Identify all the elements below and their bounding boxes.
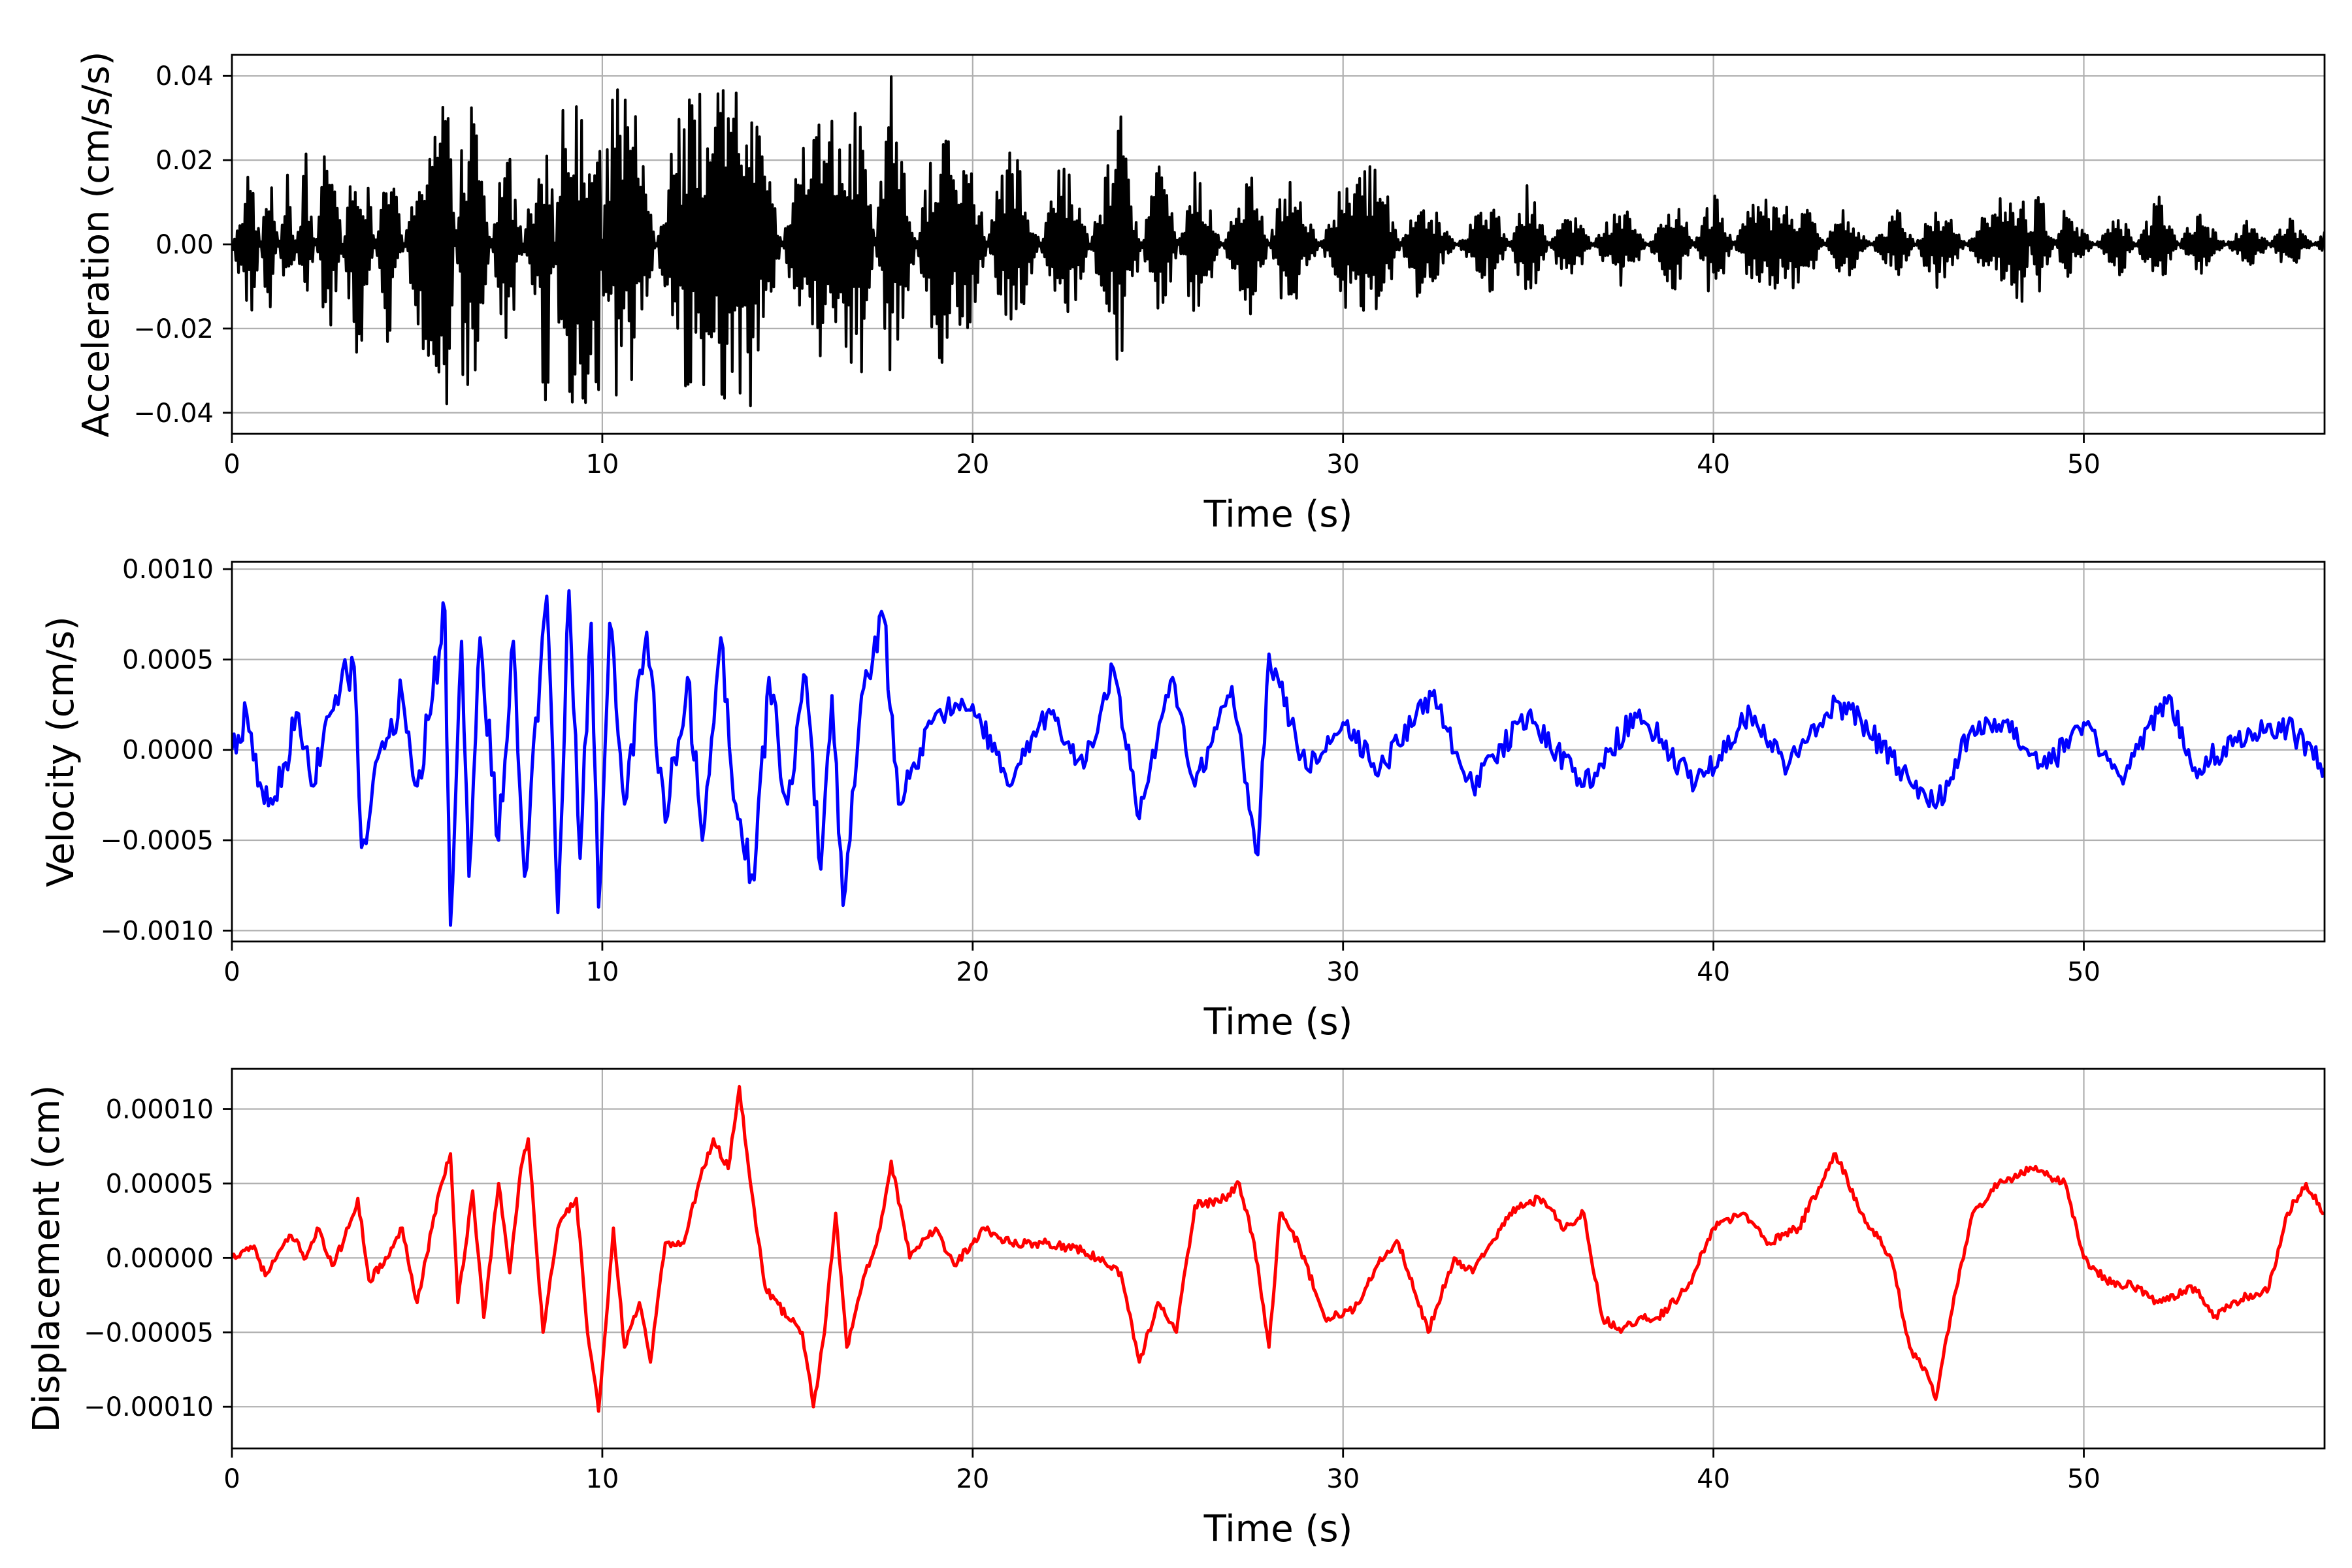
- y-tick-label: −0.04: [133, 399, 214, 429]
- velocity-panel: 0 10 20 30 40 50 −0.0010 −0.0005 0.0000 0.0005 0.0…: [40, 555, 2326, 1043]
- x-tick-label: 20: [956, 1464, 989, 1494]
- y-tick-label: −0.02: [133, 314, 214, 344]
- plot-frame: [231, 1068, 2326, 1450]
- y-tick-label: 0.00010: [106, 1095, 214, 1125]
- x-tick-label: 20: [956, 449, 989, 480]
- x-tick-label: 50: [2067, 1464, 2100, 1494]
- y-tick-label: 0.00000: [106, 1243, 214, 1273]
- x-tick-label: 10: [585, 449, 619, 480]
- y-tick-label: −0.0010: [101, 916, 214, 946]
- y-tick-label: 0.00005: [106, 1169, 214, 1199]
- x-tick-label: 30: [1326, 449, 1360, 480]
- velocity-series-line: [232, 589, 2325, 927]
- x-tick-label: 20: [956, 957, 989, 987]
- acceleration-series-line: [232, 75, 2325, 408]
- y-tick-label: 0.00: [155, 230, 214, 260]
- x-tick-label: 50: [2067, 957, 2100, 987]
- x-axis-label: Time (s): [1203, 1001, 1353, 1043]
- y-axis-label: Velocity (cm/s): [40, 616, 82, 887]
- x-tick-label: 30: [1326, 1464, 1360, 1494]
- y-tick-label: 0.04: [155, 61, 214, 91]
- x-tick-label: 40: [1697, 957, 1730, 987]
- plot-frame: [231, 561, 2326, 943]
- x-tick-label: 0: [223, 1464, 240, 1494]
- y-tick-label: −0.00010: [84, 1392, 214, 1422]
- x-tick-label: 10: [585, 1464, 619, 1494]
- y-tick-label: 0.0010: [122, 555, 214, 585]
- y-tick-label: 0.0000: [122, 736, 214, 766]
- y-axis-label: Displacement (cm): [25, 1085, 68, 1433]
- y-axis-label: Acceleration (cm/s/s): [75, 52, 118, 438]
- y-tick-label: 0.0005: [122, 645, 214, 675]
- x-tick-label: 10: [585, 957, 619, 987]
- x-axis-label: Time (s): [1203, 1508, 1353, 1550]
- acceleration-panel: 0 10 20 30 40 50 −0.04 −0.02 0.00 0.02 0.04 Time (s…: [75, 52, 2326, 536]
- x-tick-label: 50: [2067, 449, 2100, 480]
- x-tick-label: 40: [1697, 1464, 1730, 1494]
- displacement-panel: 0 10 20 30 40 50 −0.00010 −0.00005 0.00000 0.0000…: [25, 1068, 2326, 1550]
- x-tick-label: 40: [1697, 449, 1730, 480]
- y-tick-label: 0.02: [155, 146, 214, 176]
- x-axis-label: Time (s): [1203, 493, 1353, 536]
- y-tick-label: −0.00005: [84, 1318, 214, 1348]
- x-tick-label: 30: [1326, 957, 1360, 987]
- x-tick-label: 0: [223, 957, 240, 987]
- displacement-series-line: [232, 1085, 2325, 1413]
- y-tick-label: −0.0005: [101, 826, 214, 856]
- x-tick-label: 0: [223, 449, 240, 480]
